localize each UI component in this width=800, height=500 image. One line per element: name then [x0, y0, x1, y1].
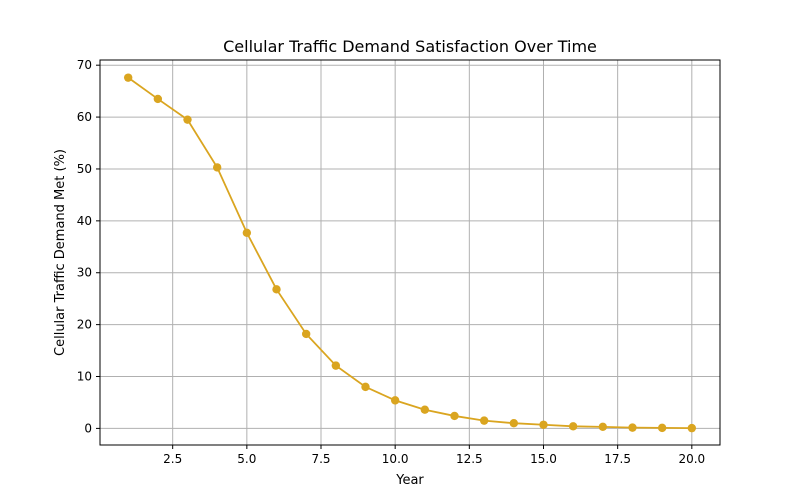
data-point	[153, 94, 163, 104]
y-tick-label: 60	[77, 110, 92, 124]
series-layer	[123, 73, 697, 433]
y-tick-label: 40	[77, 214, 92, 228]
data-point	[568, 422, 578, 431]
x-tick-label: 2.5	[163, 452, 182, 466]
data-point	[420, 405, 430, 414]
x-tick-label: 7.5	[311, 452, 330, 466]
x-tick-label: 15.0	[530, 452, 557, 466]
data-point	[272, 285, 281, 294]
data-point	[687, 423, 697, 433]
data-point	[183, 115, 192, 124]
x-tick-label: 17.5	[604, 452, 631, 466]
data-point	[628, 423, 637, 432]
data-point	[212, 163, 222, 172]
data-point	[242, 228, 252, 237]
data-point	[479, 416, 489, 425]
y-axis-ticks: 0 10 20 30 40 50 60 70	[77, 58, 100, 435]
y-axis-label: Cellular Traffic Demand Met (%)	[53, 149, 68, 356]
y-tick-label: 50	[77, 162, 92, 176]
chart-title: Cellular Traffic Demand Satisfaction Ove…	[223, 37, 597, 56]
x-tick-label: 5.0	[237, 452, 256, 466]
grid	[100, 60, 720, 445]
data-point	[509, 419, 519, 428]
data-point	[657, 423, 667, 433]
data-point	[539, 420, 548, 429]
data-point	[598, 422, 608, 432]
y-tick-label: 20	[77, 318, 92, 332]
y-tick-label: 10	[77, 370, 92, 384]
y-tick-label: 70	[77, 58, 92, 72]
data-point	[390, 396, 400, 405]
y-tick-label: 0	[84, 421, 92, 435]
data-point	[331, 361, 341, 370]
data-point	[361, 382, 370, 392]
data-point	[450, 411, 459, 421]
x-axis-label: Year	[395, 473, 424, 488]
x-tick-label: 10.0	[382, 452, 409, 466]
data-point	[123, 73, 133, 82]
y-tick-label: 30	[77, 266, 92, 280]
plot-frame	[99, 59, 721, 446]
x-axis-ticks: 2.5 5.0 7.5 10.0 12.5 15.0 17.5 20.0	[163, 445, 705, 466]
x-tick-label: 20.0	[678, 452, 705, 466]
series-line	[127, 76, 692, 430]
x-tick-label: 12.5	[456, 452, 483, 466]
data-point	[301, 329, 311, 339]
